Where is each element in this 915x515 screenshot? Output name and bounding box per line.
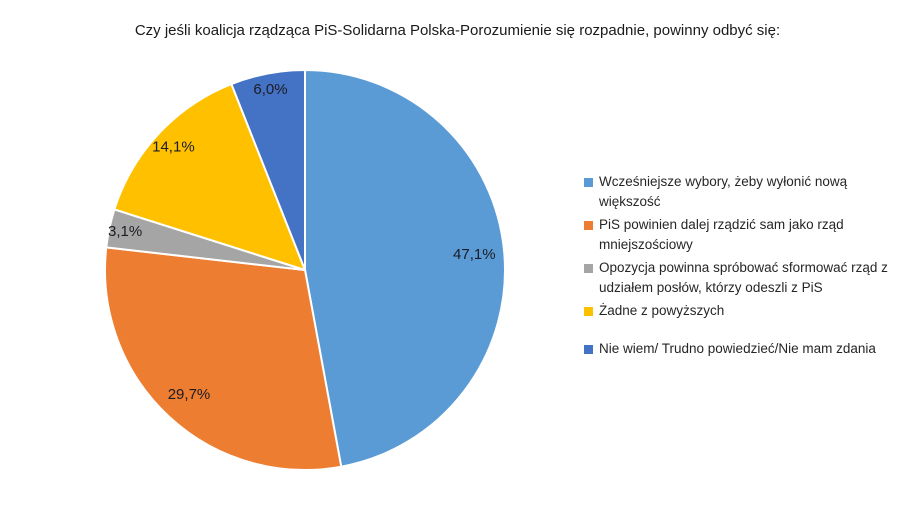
data-label-1: 47,1% [453, 246, 496, 263]
pie-slice-4 [113, 83, 306, 271]
pie-slice-1 [304, 69, 507, 468]
data-label-2: 29,7% [168, 386, 211, 403]
pie-slice-2 [104, 246, 343, 471]
legend-item-label: Opozycja powinna spróbować sformować rzą… [599, 260, 888, 295]
data-label-4: 14,1% [152, 139, 195, 156]
data-label-5: 6,0% [253, 81, 287, 98]
legend-item-4: Żadne z powyższych [584, 301, 902, 321]
data-label-3: 3,1% [108, 223, 142, 240]
legend-item-label: Wcześniejsze wybory, żeby wyłonić nową w… [599, 174, 848, 209]
legend-item-label: PiS powinien dalej rządzić sam jako rząd… [599, 217, 844, 252]
legend-marker-icon [584, 178, 593, 187]
pie-slice-5 [230, 69, 306, 271]
legend-item-1: Wcześniejsze wybory, żeby wyłonić nową w… [584, 172, 902, 212]
legend-marker-icon [584, 221, 593, 230]
legend-item-3: Opozycja powinna spróbować sformować rzą… [584, 258, 902, 298]
chart-title: Czy jeśli koalicja rządząca PiS-Solidarn… [134, 22, 781, 39]
legend-item-2: PiS powinien dalej rządzić sam jako rząd… [584, 215, 902, 255]
legend-item-label: Żadne z powyższych [599, 303, 725, 318]
legend-marker-icon [584, 307, 593, 316]
legend: Wcześniejsze wybory, żeby wyłonić nową w… [584, 172, 902, 362]
legend-marker-icon [584, 264, 593, 273]
legend-marker-icon [584, 345, 593, 354]
legend-item-label: Nie wiem/ Trudno powiedzieć/Nie mam zdan… [599, 341, 876, 356]
legend-item-5: Nie wiem/ Trudno powiedzieć/Nie mam zdan… [584, 339, 902, 359]
